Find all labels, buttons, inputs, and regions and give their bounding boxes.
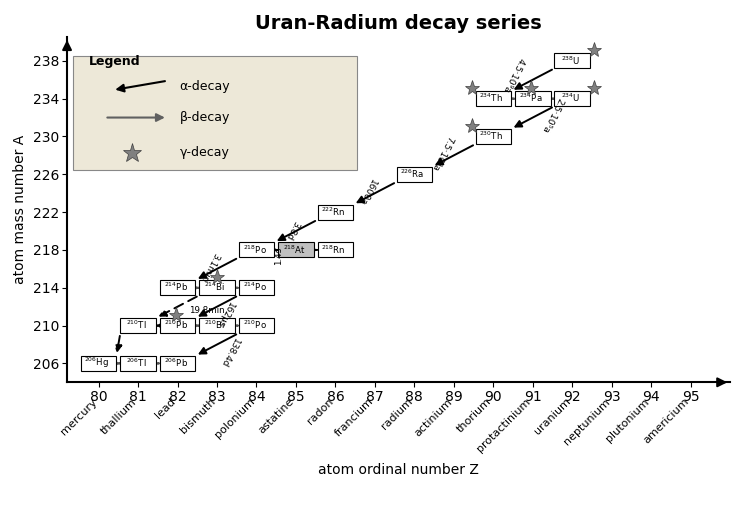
- FancyBboxPatch shape: [278, 242, 314, 258]
- FancyBboxPatch shape: [396, 167, 432, 182]
- Text: $^{226}$Ra: $^{226}$Ra: [400, 168, 425, 180]
- Text: $^{206}$Pb: $^{206}$Pb: [164, 357, 188, 369]
- Text: uranium: uranium: [532, 397, 572, 436]
- Text: γ-decay: γ-decay: [180, 146, 229, 159]
- Text: $^{210}$Pb: $^{210}$Pb: [164, 319, 188, 331]
- FancyBboxPatch shape: [199, 280, 235, 295]
- Text: 2.5·10⁵a: 2.5·10⁵a: [540, 96, 565, 134]
- Text: $^{214}$Pb: $^{214}$Pb: [164, 281, 188, 294]
- Text: lead: lead: [153, 397, 177, 421]
- Text: thorium: thorium: [455, 397, 493, 435]
- FancyBboxPatch shape: [554, 53, 590, 68]
- Text: americium: americium: [641, 397, 691, 446]
- Text: $^{210}$Tl: $^{210}$Tl: [126, 319, 147, 331]
- Text: 7.5·10⁴a: 7.5·10⁴a: [430, 134, 454, 172]
- Text: $^{218}$Po: $^{218}$Po: [243, 243, 267, 255]
- Text: Legend: Legend: [89, 55, 140, 67]
- Text: polonium: polonium: [213, 397, 256, 440]
- Text: $^{222}$Rn: $^{222}$Rn: [321, 205, 346, 218]
- FancyBboxPatch shape: [317, 242, 353, 258]
- Text: $^{234}$U: $^{234}$U: [560, 92, 580, 105]
- FancyBboxPatch shape: [317, 204, 353, 220]
- FancyBboxPatch shape: [81, 356, 116, 371]
- FancyBboxPatch shape: [199, 318, 235, 333]
- FancyBboxPatch shape: [238, 242, 274, 258]
- Text: francium: francium: [332, 397, 375, 439]
- Text: bismuth: bismuth: [178, 397, 217, 435]
- Text: $^{214}$Po: $^{214}$Po: [243, 281, 267, 294]
- FancyBboxPatch shape: [121, 318, 156, 333]
- FancyBboxPatch shape: [475, 129, 511, 144]
- Text: $^{210}$Bi: $^{210}$Bi: [204, 319, 226, 331]
- Y-axis label: atom mass number A: atom mass number A: [13, 135, 28, 285]
- Text: 3.8d: 3.8d: [284, 219, 301, 241]
- FancyBboxPatch shape: [159, 356, 195, 371]
- Text: α-decay: α-decay: [180, 80, 230, 93]
- FancyBboxPatch shape: [554, 91, 590, 106]
- FancyBboxPatch shape: [475, 91, 511, 106]
- Text: $^{238}$U: $^{238}$U: [560, 54, 580, 66]
- Text: $^{218}$Rn: $^{218}$Rn: [321, 243, 346, 255]
- Text: protactinium: protactinium: [475, 397, 533, 454]
- Text: plutonium: plutonium: [604, 397, 651, 443]
- FancyBboxPatch shape: [121, 356, 156, 371]
- Text: thallium: thallium: [98, 397, 138, 436]
- Text: β-decay: β-decay: [180, 111, 230, 124]
- Text: $^{206}$Tl: $^{206}$Tl: [126, 357, 147, 369]
- Text: 138.4d: 138.4d: [218, 336, 240, 369]
- FancyBboxPatch shape: [73, 56, 357, 169]
- Text: mercury: mercury: [59, 397, 98, 436]
- Text: astatine: astatine: [257, 397, 296, 435]
- Text: actinium: actinium: [412, 397, 454, 438]
- Text: $^{230}$Th: $^{230}$Th: [479, 130, 504, 142]
- Text: 3.1min: 3.1min: [198, 251, 221, 283]
- Text: radon: radon: [305, 397, 335, 426]
- Text: $^{206}$Hg: $^{206}$Hg: [84, 356, 110, 370]
- Text: $^{210}$Po: $^{210}$Po: [243, 319, 267, 331]
- Title: Uran-Radium decay series: Uran-Radium decay series: [256, 14, 542, 33]
- Text: $^{234}$Th: $^{234}$Th: [479, 92, 504, 105]
- Text: 1.4s: 1.4s: [273, 247, 282, 265]
- FancyBboxPatch shape: [159, 280, 195, 295]
- Text: 19.8min: 19.8min: [189, 306, 225, 315]
- Text: $^{214}$Bi: $^{214}$Bi: [204, 281, 226, 294]
- FancyBboxPatch shape: [159, 318, 195, 333]
- Text: 1600a: 1600a: [357, 177, 378, 206]
- Text: radium: radium: [379, 397, 414, 432]
- Text: 4.5·10⁹a: 4.5·10⁹a: [501, 56, 525, 94]
- Text: atom ordinal number Z: atom ordinal number Z: [318, 463, 479, 477]
- FancyBboxPatch shape: [515, 91, 551, 106]
- Text: 162µs: 162µs: [215, 300, 235, 329]
- FancyBboxPatch shape: [238, 318, 274, 333]
- Text: neptunium: neptunium: [562, 397, 612, 447]
- FancyBboxPatch shape: [238, 280, 274, 295]
- Text: $^{234}$Pa: $^{234}$Pa: [519, 92, 542, 105]
- Text: $^{218}$At: $^{218}$At: [282, 243, 305, 255]
